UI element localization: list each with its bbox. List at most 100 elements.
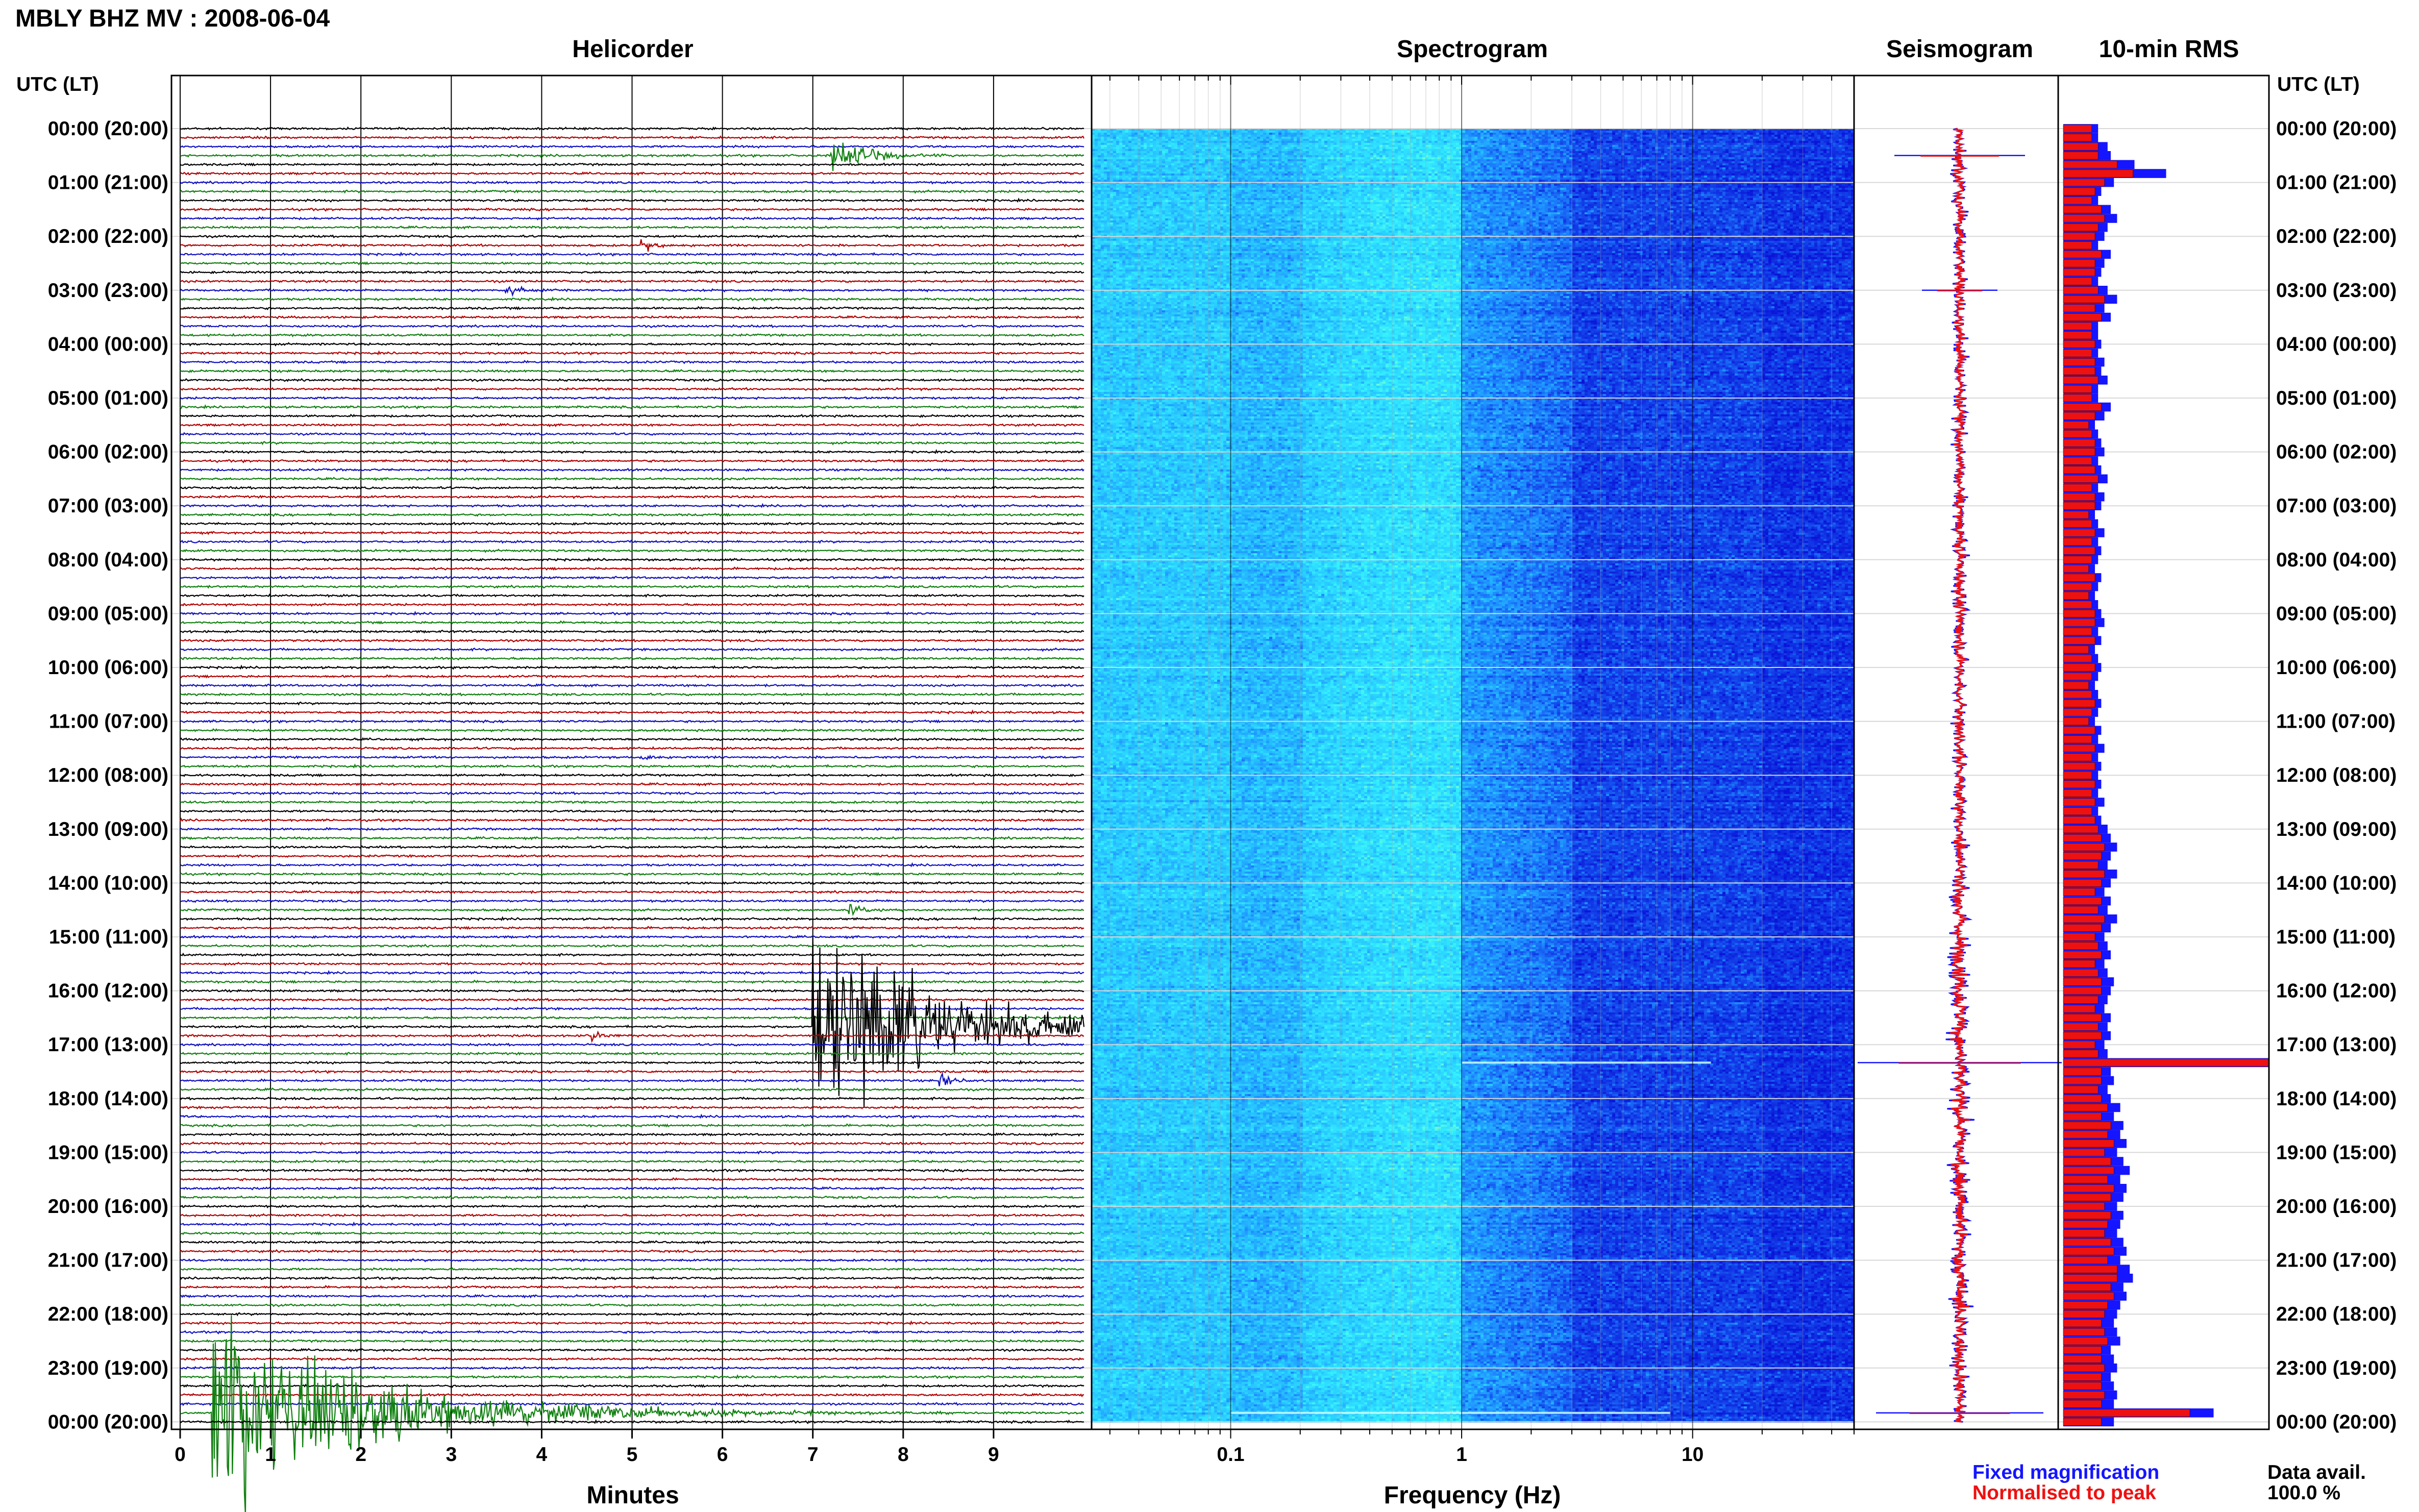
right-hour-label: 01:00 (21:00) [2276, 172, 2397, 194]
right-hour-label: 07:00 (03:00) [2276, 495, 2397, 517]
rms-bar-normalised [2063, 1095, 2102, 1103]
left-hour-label: 01:00 (21:00) [48, 172, 168, 194]
rms-bar-normalised [2063, 708, 2092, 716]
rms-bar-normalised [2063, 843, 2105, 851]
helicorder-trace [180, 683, 1084, 688]
rms-bar-normalised [2063, 1202, 2105, 1210]
helicorder-trace [180, 162, 1084, 167]
helicorder-trace [180, 216, 1084, 221]
left-hour-label: 22:00 (18:00) [48, 1303, 168, 1325]
rms-bar-normalised [2063, 690, 2092, 699]
right-hour-label: 09:00 (05:00) [2276, 603, 2397, 625]
helicorder-trace [180, 225, 1084, 230]
helicorder-trace [180, 1072, 1084, 1086]
helicorder-trace [180, 934, 1084, 939]
helicorder-trace [180, 952, 1084, 957]
helicorder-trace [180, 629, 1084, 634]
helicorder-trace [180, 261, 1084, 266]
rms-bar-normalised [2063, 654, 2092, 662]
helicorder-trace [180, 404, 1084, 410]
left-hour-label: 17:00 (13:00) [48, 1034, 168, 1056]
left-hour-label: 00:00 (20:00) [48, 1411, 168, 1433]
right-hour-label: 14:00 (10:00) [2276, 872, 2397, 894]
helicorder-trace [180, 584, 1084, 589]
left-hour-label: 20:00 (16:00) [48, 1196, 168, 1218]
rms-bar-normalised [2063, 439, 2095, 447]
helicorder-traces [179, 126, 1085, 1512]
helicorder-trace [180, 862, 1084, 867]
rms-bar-normalised [2063, 834, 2102, 842]
helicorder-trace [180, 279, 1084, 284]
left-hour-label: 07:00 (03:00) [48, 495, 168, 517]
minute-tick-label: 7 [807, 1444, 819, 1466]
helicorder-trace [180, 593, 1084, 598]
helicorder-trace [180, 1177, 1084, 1182]
right-hour-label: 04:00 (00:00) [2276, 333, 2397, 355]
rms-bar-normalised [2063, 906, 2099, 914]
rms-bar-normalised [2063, 1373, 2102, 1381]
helicorder-trace [180, 961, 1084, 966]
frequency-tick-label: 10 [1682, 1444, 1704, 1466]
rms-bar-normalised [2063, 1193, 2111, 1202]
helicorder-trace [180, 234, 1084, 239]
helicorder-trace [180, 1159, 1084, 1164]
rms-bar-normalised [2063, 152, 2099, 160]
rms-bar-normalised [2063, 888, 2095, 896]
rms-bar-normalised [2063, 196, 2092, 205]
helicorder-trace [180, 333, 1084, 338]
rms-bar-normalised [2063, 295, 2105, 303]
rms-bar-normalised [2063, 511, 2089, 519]
helicorder-trace [180, 638, 1084, 643]
helicorder-trace [180, 656, 1084, 661]
rms-bar-normalised [2063, 421, 2089, 429]
rms-bar-normalised [2063, 1283, 2111, 1292]
rms-bar-normalised [2063, 735, 2092, 743]
helicorder-trace [180, 270, 1084, 275]
rms-bar-normalised [2063, 1400, 2102, 1408]
rms-bar-normalised [2063, 1103, 2108, 1112]
left-hour-label: 08:00 (04:00) [48, 549, 168, 571]
rms-bar-normalised [2063, 726, 2095, 734]
right-hour-label: 03:00 (23:00) [2276, 280, 2397, 302]
helicorder-trace [180, 549, 1084, 553]
rms-bar-normalised [2063, 1005, 2095, 1013]
helicorder-trace [180, 872, 1084, 877]
rms-bar-normalised [2063, 1382, 2102, 1390]
minute-tick-label: 9 [988, 1444, 999, 1466]
right-hour-label: 22:00 (18:00) [2276, 1303, 2397, 1325]
rms-bar-normalised [2063, 376, 2099, 384]
rms-bar-normalised [2063, 1292, 2114, 1300]
rms-bar-normalised [2063, 484, 2092, 492]
rms-bar-normalised [2063, 1265, 2117, 1273]
rms-bar-normalised [2063, 996, 2099, 1004]
rms-bar-normalised [2063, 762, 2095, 771]
rms-bar-normalised [2063, 574, 2095, 582]
helicorder-trace [180, 413, 1084, 418]
helicorder-trace [180, 763, 1084, 769]
right-hour-label: 20:00 (16:00) [2276, 1196, 2397, 1218]
rms-bar-normalised [2063, 1238, 2111, 1247]
helicorder-trace [180, 1150, 1084, 1155]
rms-bar-normalised [2063, 1256, 2108, 1265]
panel-frame [1853, 75, 2059, 1430]
rms-bar-normalised [2063, 1247, 2114, 1255]
rms-bar-normalised [2063, 1032, 2102, 1040]
rms-bar-normalised [2063, 1328, 2105, 1336]
minute-tick-label: 0 [175, 1444, 186, 1466]
rms-bar-normalised [2063, 618, 2095, 627]
helicorder-trace [180, 1186, 1084, 1191]
rms-bar-normalised [2063, 1301, 2108, 1309]
right-hour-label: 17:00 (13:00) [2276, 1034, 2397, 1056]
left-hour-label: 15:00 (11:00) [49, 926, 168, 948]
helicorder-trace [180, 575, 1084, 580]
rms-bar-normalised [2063, 1157, 2111, 1166]
rms-bar-normalised [2063, 646, 2089, 654]
figure-title: MBLY BHZ MV : 2008-06-04 [15, 5, 330, 32]
left-hour-label: 02:00 (22:00) [48, 226, 168, 247]
rms-bar-normalised [2063, 214, 2105, 222]
right-hour-label: 00:00 (20:00) [2276, 1411, 2397, 1433]
rms-bar-normalised [2063, 1229, 2105, 1237]
rms-bar-normalised [2063, 1122, 2111, 1130]
helicorder-trace [179, 817, 1084, 823]
rms-bar-normalised [2063, 340, 2095, 348]
